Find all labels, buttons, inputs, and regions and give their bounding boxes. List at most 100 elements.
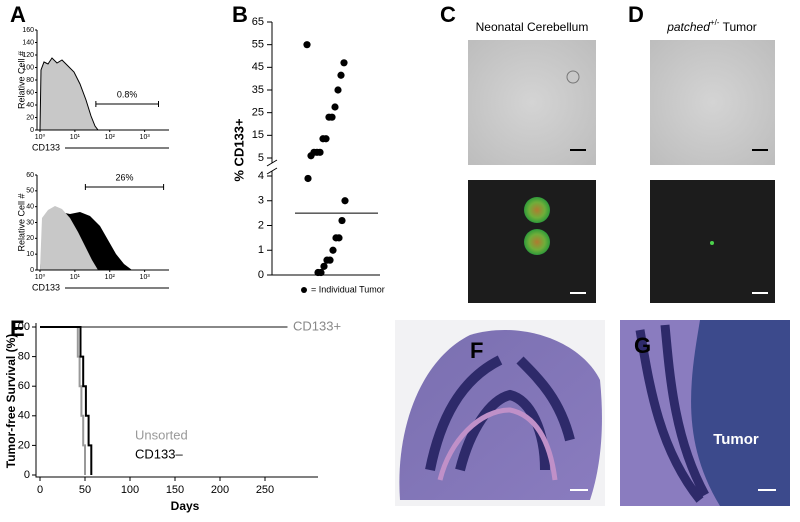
y-tick-label: 55: [252, 39, 264, 51]
title-rest: Tumor: [719, 20, 756, 34]
tumor-dot: [331, 103, 339, 111]
panel-label: A: [10, 2, 26, 27]
tumor-dot: [323, 256, 331, 264]
y-tick-label: 20: [18, 439, 30, 451]
sphere: [566, 70, 580, 84]
gate: [95, 101, 160, 107]
x-tick-label: 10³: [140, 274, 151, 281]
legend-dot: [301, 287, 307, 293]
y-axis-label: Relative Cell #: [16, 51, 26, 109]
annotation: Tumor: [713, 431, 759, 448]
axis: [271, 22, 380, 276]
y-tick-label: 40: [18, 410, 30, 422]
y-tick-label: 60: [26, 172, 34, 179]
panel-label: B: [232, 2, 248, 27]
y-tick-label: 1: [258, 244, 264, 256]
brightfield-image: [468, 40, 596, 165]
y-tick-label: 20: [26, 114, 34, 121]
axis: [35, 323, 318, 478]
survival-curve: [40, 326, 93, 475]
x-axis-label: CD133: [32, 282, 60, 292]
x-tick-label: 250: [256, 484, 274, 496]
x-tick-label: 10³: [140, 134, 151, 141]
folia: [635, 324, 709, 503]
sphere: [524, 197, 550, 223]
y-axis-label: Tumor-free Survival (%): [4, 334, 18, 468]
x-tick-label: 0: [37, 484, 43, 496]
y-tick-label: 35: [252, 84, 264, 96]
y-tick-label: 160: [22, 27, 34, 34]
y-axis-label: % CD133+: [231, 118, 246, 182]
tumor-dot: [332, 234, 340, 242]
y-tick-label: 40: [26, 204, 34, 211]
y-tick-label: 100: [22, 64, 34, 71]
gene-name: patched: [666, 20, 710, 34]
y-tick-label: 100: [12, 321, 30, 333]
x-tick-label: 50: [79, 484, 91, 496]
y-tick-label: 10: [26, 251, 34, 258]
y-tick-label: 120: [22, 52, 34, 59]
panel-title: Neonatal Cerebellum: [476, 20, 589, 34]
y-tick-label: 140: [22, 39, 34, 46]
y-tick-label: 40: [26, 102, 34, 109]
tumor-dot: [338, 216, 346, 225]
tumor-dot: [314, 268, 322, 277]
y-tick-label: 80: [26, 77, 34, 84]
tumor-dot: [329, 246, 337, 254]
x-tick-label: 10²: [105, 274, 116, 281]
panel-label: G: [634, 333, 651, 358]
tumor-dot: [325, 113, 333, 121]
series-label: CD133+: [293, 318, 341, 333]
survival-curve: [40, 326, 86, 475]
series-label: CD133–: [135, 446, 183, 461]
y-tick-label: 80: [18, 351, 30, 363]
x-tick-label: 10⁰: [35, 133, 46, 141]
y-axis-label: Relative Cell #: [16, 193, 26, 251]
x-axis-label: Days: [171, 499, 200, 513]
y-tick-label: 4: [258, 170, 264, 182]
panel-label: F: [470, 338, 483, 363]
y-tick-label: 3: [258, 195, 264, 207]
brightfield-image: [650, 40, 775, 165]
y-tick-label: 5: [258, 152, 264, 164]
histogram-shape: [40, 206, 98, 270]
tumor-dot: [337, 71, 345, 79]
legend-label: = Individual Tumor: [311, 284, 385, 294]
axis-break: [266, 159, 278, 175]
y-tick-label: 15: [252, 129, 264, 141]
tumor-dot: [334, 86, 342, 94]
y-tick-label: 65: [252, 16, 264, 28]
x-tick-label: 10⁰: [35, 273, 46, 281]
y-tick-label: 60: [26, 89, 34, 96]
y-tick-label: 60: [18, 380, 30, 392]
series-label: Unsorted: [135, 427, 188, 442]
y-tick-label: 45: [252, 61, 264, 73]
gate-label: 0.8%: [117, 89, 138, 99]
y-tick-label: 50: [26, 188, 34, 195]
panel-title: patched+/- Tumor: [666, 18, 757, 34]
y-tick-label: 20: [26, 235, 34, 242]
histogram-shape: [39, 57, 99, 131]
y-tick-label: 2: [258, 219, 264, 231]
tumor-dot: [340, 59, 348, 67]
y-tick-label: 0: [258, 269, 264, 281]
tumor-dot: [319, 135, 327, 143]
cell: [710, 241, 714, 245]
x-axis-label: CD133: [32, 142, 60, 152]
y-tick-label: 0: [30, 267, 34, 274]
tumor-dot: [320, 262, 328, 270]
y-tick-label: 0: [24, 469, 30, 481]
gate: [84, 184, 165, 190]
tumor-dot: [341, 197, 349, 205]
x-tick-label: 200: [211, 484, 229, 496]
panel-label: E: [10, 316, 25, 341]
y-tick-label: 30: [26, 219, 34, 226]
x-tick-label: 150: [166, 484, 184, 496]
white-matter: [437, 407, 558, 481]
tumor-dot: [303, 41, 311, 49]
panel-label: C: [440, 2, 456, 27]
gate-label: 26%: [115, 172, 133, 182]
panel-label: D: [628, 2, 644, 27]
genotype: +/-: [710, 18, 720, 27]
